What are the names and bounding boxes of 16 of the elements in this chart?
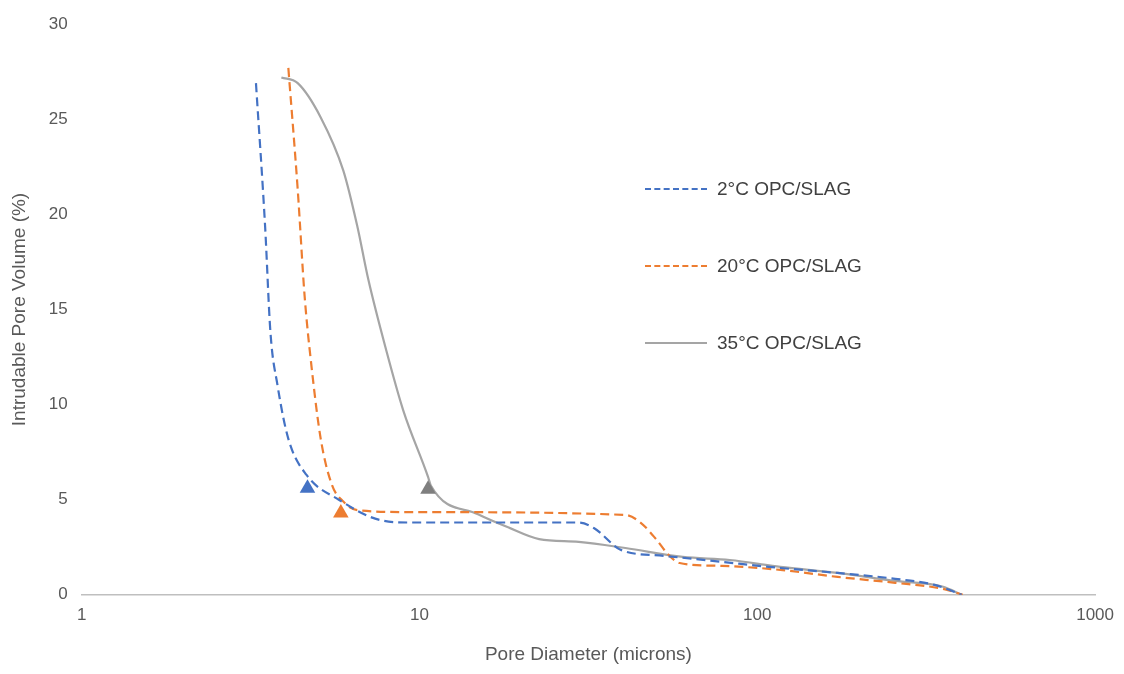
x-axis-title: Pore Diameter (microns) (484, 642, 692, 664)
legend-label: 35°C OPC/SLAG (717, 331, 862, 354)
y-tick-label: 10 (48, 394, 68, 414)
x-tick-label: 100 (743, 604, 772, 624)
legend-label: 20°C OPC/SLAG (717, 254, 862, 277)
y-tick-label: 0 (58, 584, 68, 604)
y-tick-label: 5 (58, 489, 68, 509)
y-tick-label: 25 (48, 108, 68, 128)
legend-label: 2°C OPC/SLAG (717, 177, 852, 200)
x-tick-label: 1 (76, 604, 87, 624)
x-tick-label: 10 (410, 604, 429, 624)
y-tick-label: 15 (48, 299, 68, 319)
y-axis-title: Intrudable Pore Volume (%) (7, 192, 29, 427)
y-tick-label: 20 (48, 204, 68, 224)
x-tick-label: 1000 (1076, 604, 1114, 624)
y-tick-label: 30 (48, 13, 68, 33)
